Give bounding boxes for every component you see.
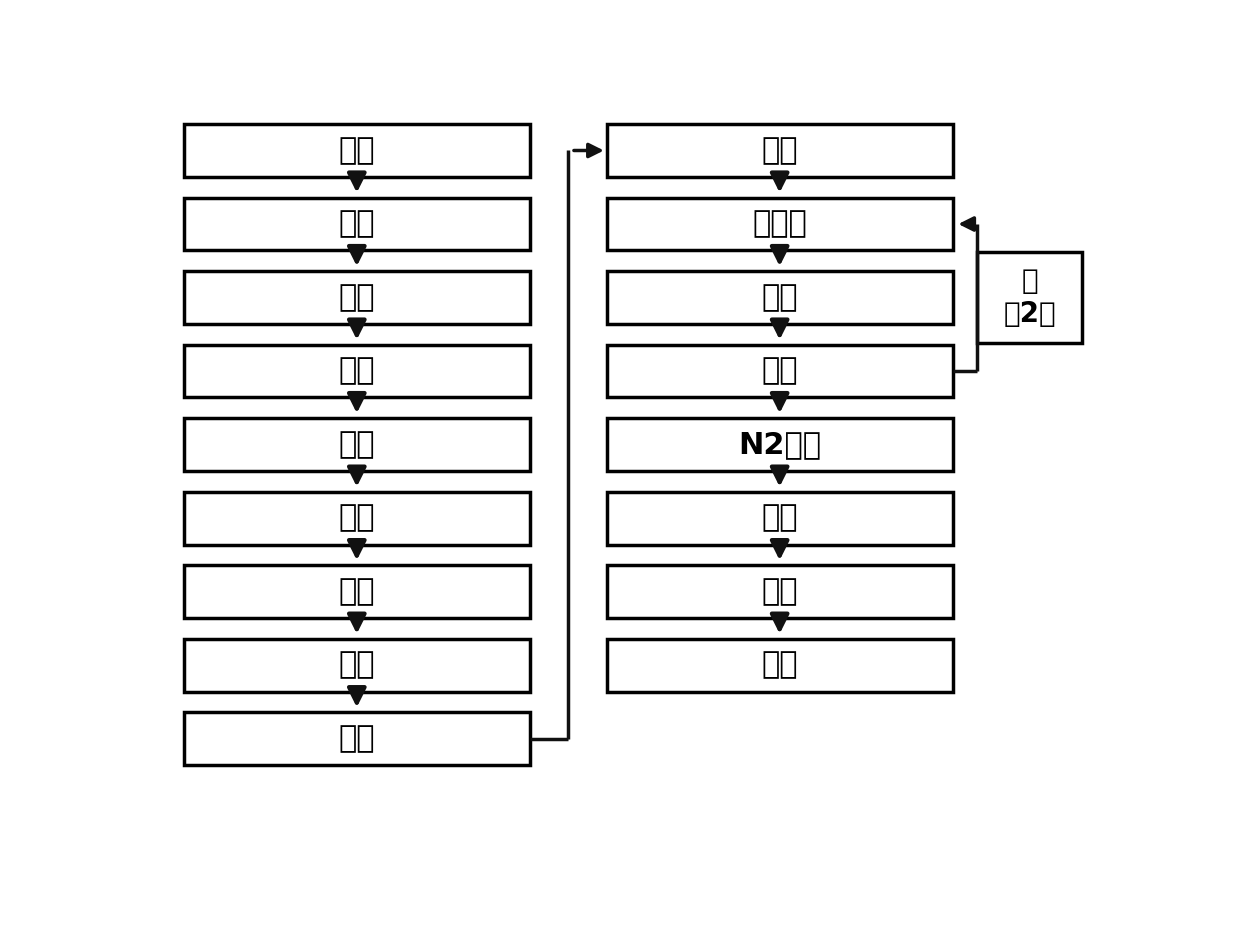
Text: 恒温: 恒温	[339, 578, 374, 606]
Bar	[977, 252, 1083, 343]
Bar	[606, 345, 952, 398]
Bar	[606, 491, 952, 544]
Text: 恒温: 恒温	[339, 651, 374, 679]
Bar	[606, 124, 952, 177]
Text: 出舟: 出舟	[761, 651, 797, 679]
Text: 抽空: 抽空	[339, 283, 374, 312]
Text: 恒压: 恒压	[339, 357, 374, 386]
Bar	[606, 418, 952, 471]
Text: 淀积: 淀积	[761, 283, 797, 312]
Bar	[184, 565, 529, 618]
Bar	[606, 639, 952, 692]
Text: 抽空: 抽空	[339, 430, 374, 459]
Text: 恒温: 恒温	[339, 503, 374, 533]
Text: 预淀积: 预淀积	[753, 210, 807, 238]
Text: 抽空: 抽空	[761, 357, 797, 386]
Bar	[184, 712, 529, 765]
Bar	[184, 124, 529, 177]
Bar	[184, 271, 529, 324]
Text: N2清洗: N2清洗	[738, 430, 821, 459]
Bar	[184, 197, 529, 250]
Text: 充氮: 充氮	[761, 578, 797, 606]
Text: 进舟: 进舟	[339, 210, 374, 238]
Bar	[606, 565, 952, 618]
Bar	[184, 491, 529, 544]
Bar	[184, 639, 529, 692]
Text: 抽空: 抽空	[761, 136, 797, 165]
Text: 抽空: 抽空	[761, 503, 797, 533]
Bar	[184, 345, 529, 398]
Text: 循
环2次: 循 环2次	[1003, 267, 1055, 328]
Text: 充氮: 充氮	[339, 136, 374, 165]
Bar	[606, 197, 952, 250]
Bar	[184, 418, 529, 471]
Text: 恒温: 恒温	[339, 724, 374, 753]
Bar	[606, 271, 952, 324]
